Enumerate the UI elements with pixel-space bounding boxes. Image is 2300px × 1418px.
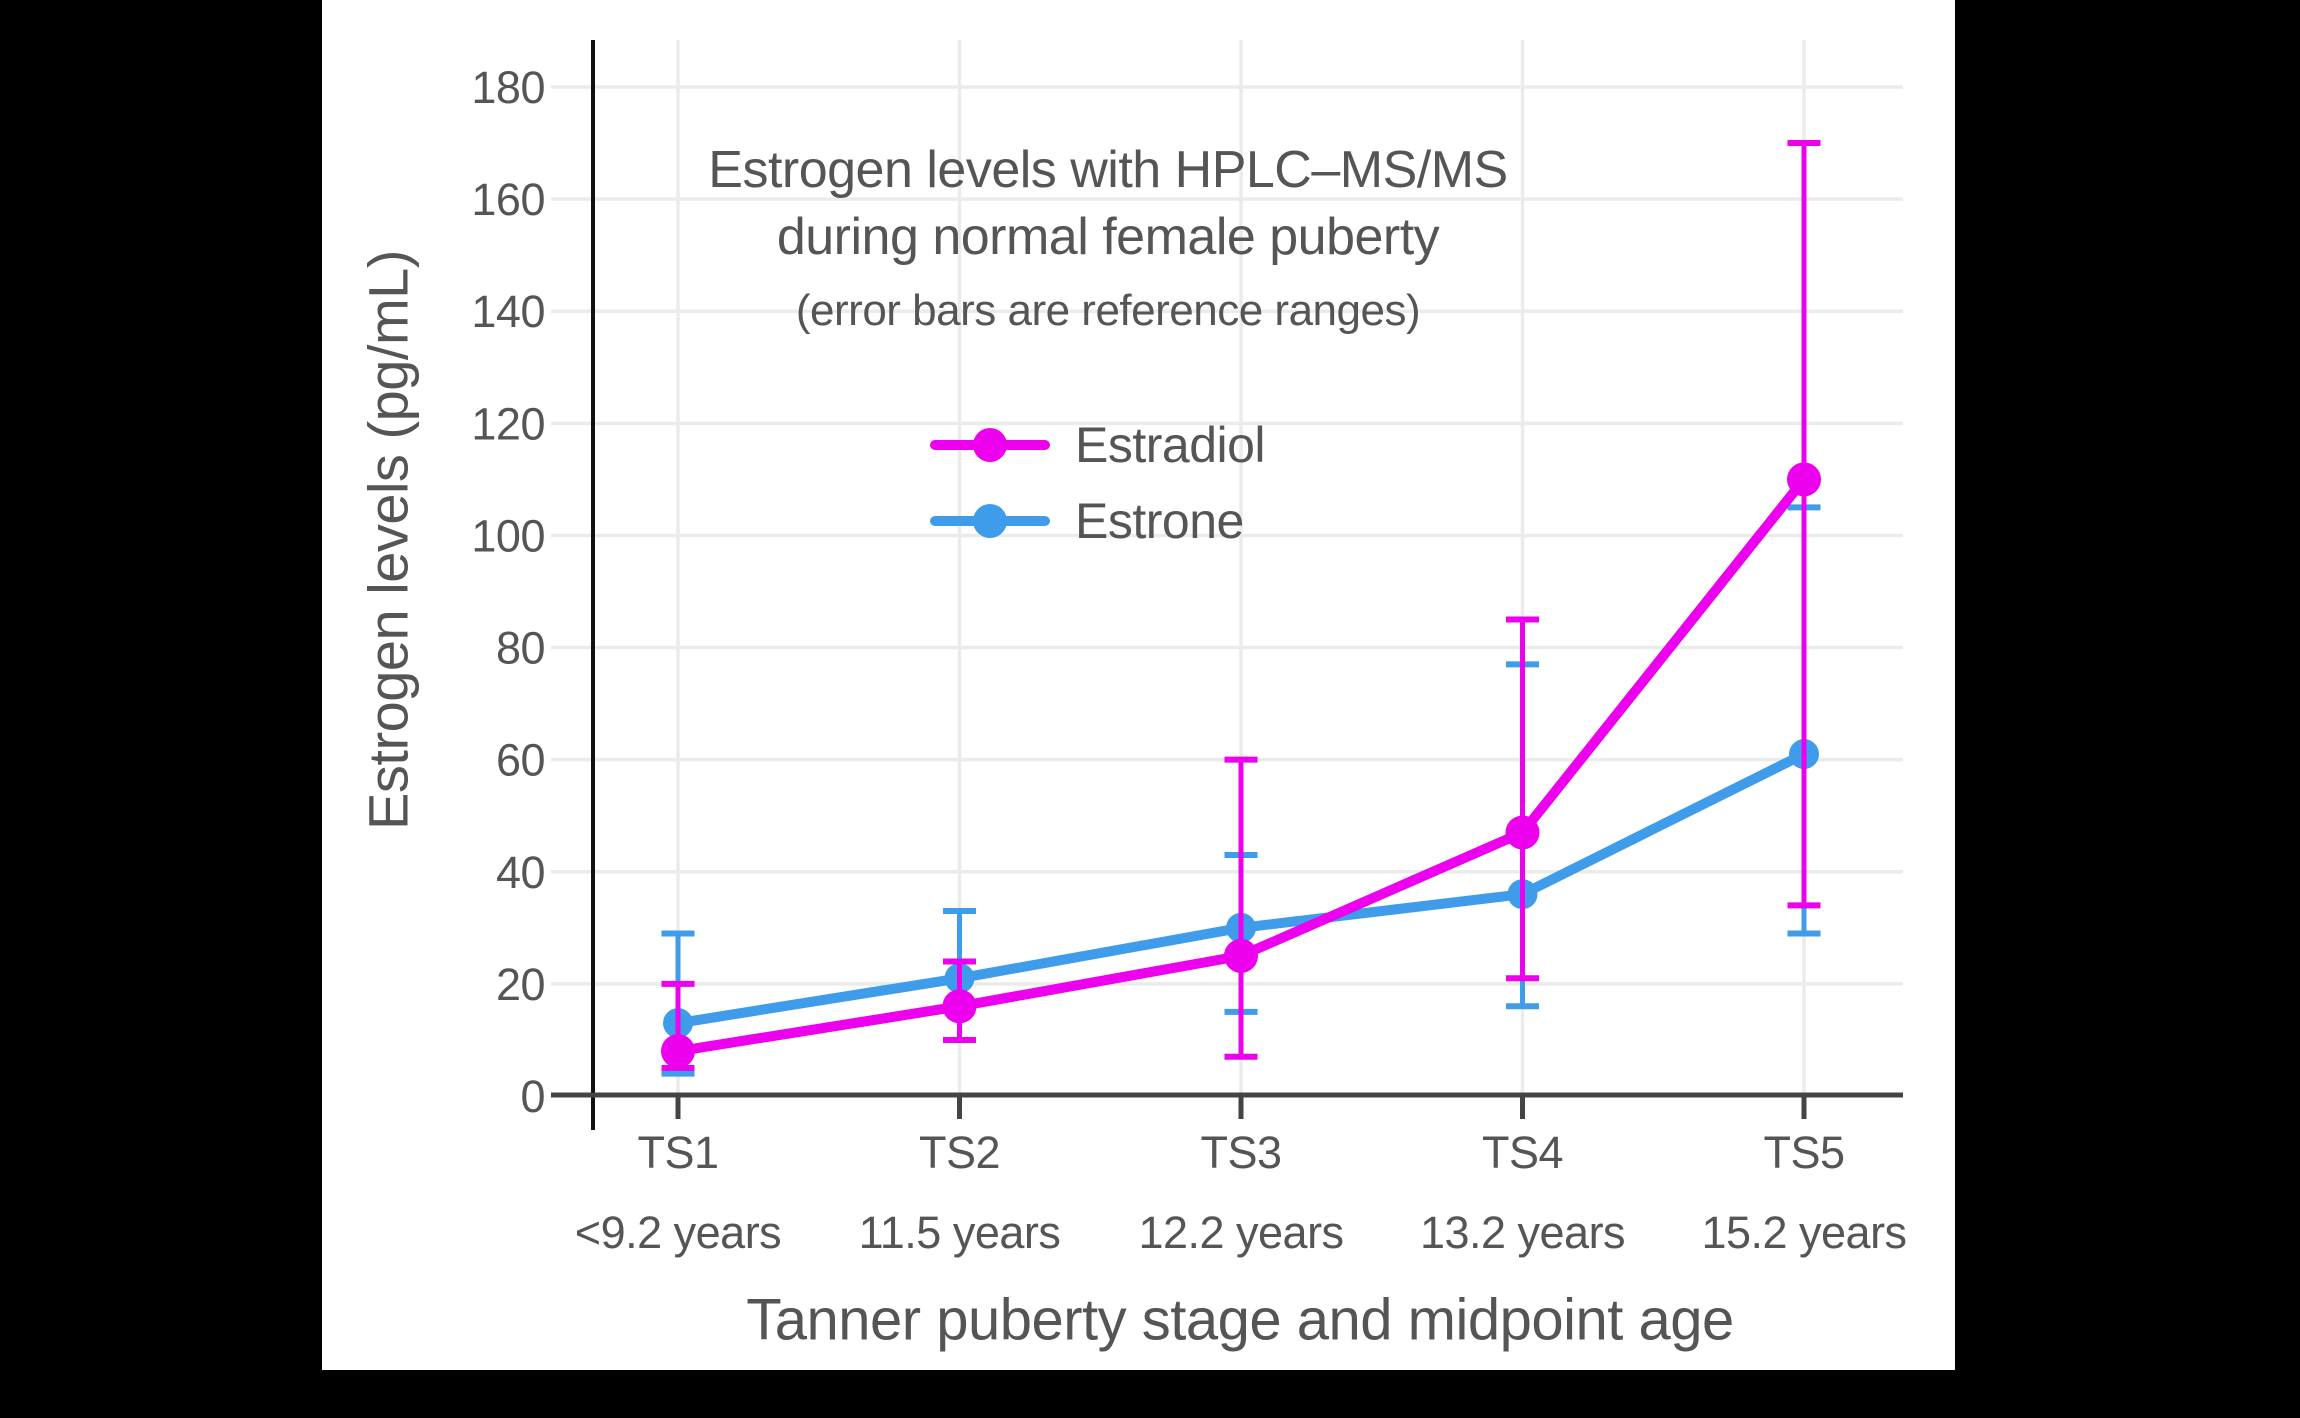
chart-title-line1: Estrogen levels with HPLC–MS/MS	[708, 141, 1508, 199]
y-tick-label: 140	[471, 286, 545, 337]
y-tick-label: 180	[471, 62, 545, 113]
chart-title-line2: during normal female puberty	[776, 208, 1440, 266]
y-axis-title: Estrogen levels (pg/mL)	[356, 250, 420, 830]
x-axis-title: Tanner puberty stage and midpoint age	[746, 1287, 1734, 1353]
x-age-label: 13.2 years	[1420, 1207, 1625, 1258]
chart-subtitle: (error bars are reference ranges)	[795, 286, 1421, 335]
estradiol-marker	[942, 989, 977, 1024]
x-age-label: 11.5 years	[859, 1207, 1061, 1258]
y-tick-label: 40	[496, 847, 545, 898]
y-tick-label: 0	[520, 1071, 545, 1122]
y-tick-label: 80	[496, 623, 545, 674]
legend-item-estrone: Estrone	[930, 493, 1244, 549]
y-tick-label: 120	[471, 398, 545, 449]
estradiol-marker	[1224, 938, 1258, 973]
estradiol-swatch-dot	[973, 428, 1007, 462]
estrone-swatch-dot	[973, 504, 1007, 538]
x-age-label: 12.2 years	[1138, 1207, 1343, 1258]
y-tick-label: 20	[496, 959, 545, 1010]
legend-label-estradiol: Estradiol	[1075, 417, 1266, 473]
estrone-line-marker-swatch	[930, 504, 1050, 538]
x-age-label: <9.2 years	[575, 1207, 781, 1258]
x-category-label: TS4	[1482, 1127, 1563, 1178]
x-category-label: TS1	[637, 1127, 718, 1178]
estradiol-line-marker-swatch	[930, 428, 1050, 462]
y-tick-label: 160	[471, 174, 545, 225]
y-tick-label: 100	[471, 510, 545, 561]
x-category-label: TS3	[1200, 1127, 1281, 1178]
x-category-label: TS5	[1763, 1127, 1844, 1178]
legend-item-estradiol: Estradiol	[930, 417, 1266, 473]
legend-label-estrone: Estrone	[1075, 493, 1244, 549]
x-category-label: TS2	[919, 1127, 1000, 1178]
estradiol-marker	[1505, 815, 1540, 850]
estradiol-marker	[1787, 462, 1821, 497]
x-age-label: 15.2 years	[1701, 1207, 1906, 1258]
y-tick-label: 60	[496, 735, 545, 786]
estradiol-marker	[661, 1034, 695, 1069]
